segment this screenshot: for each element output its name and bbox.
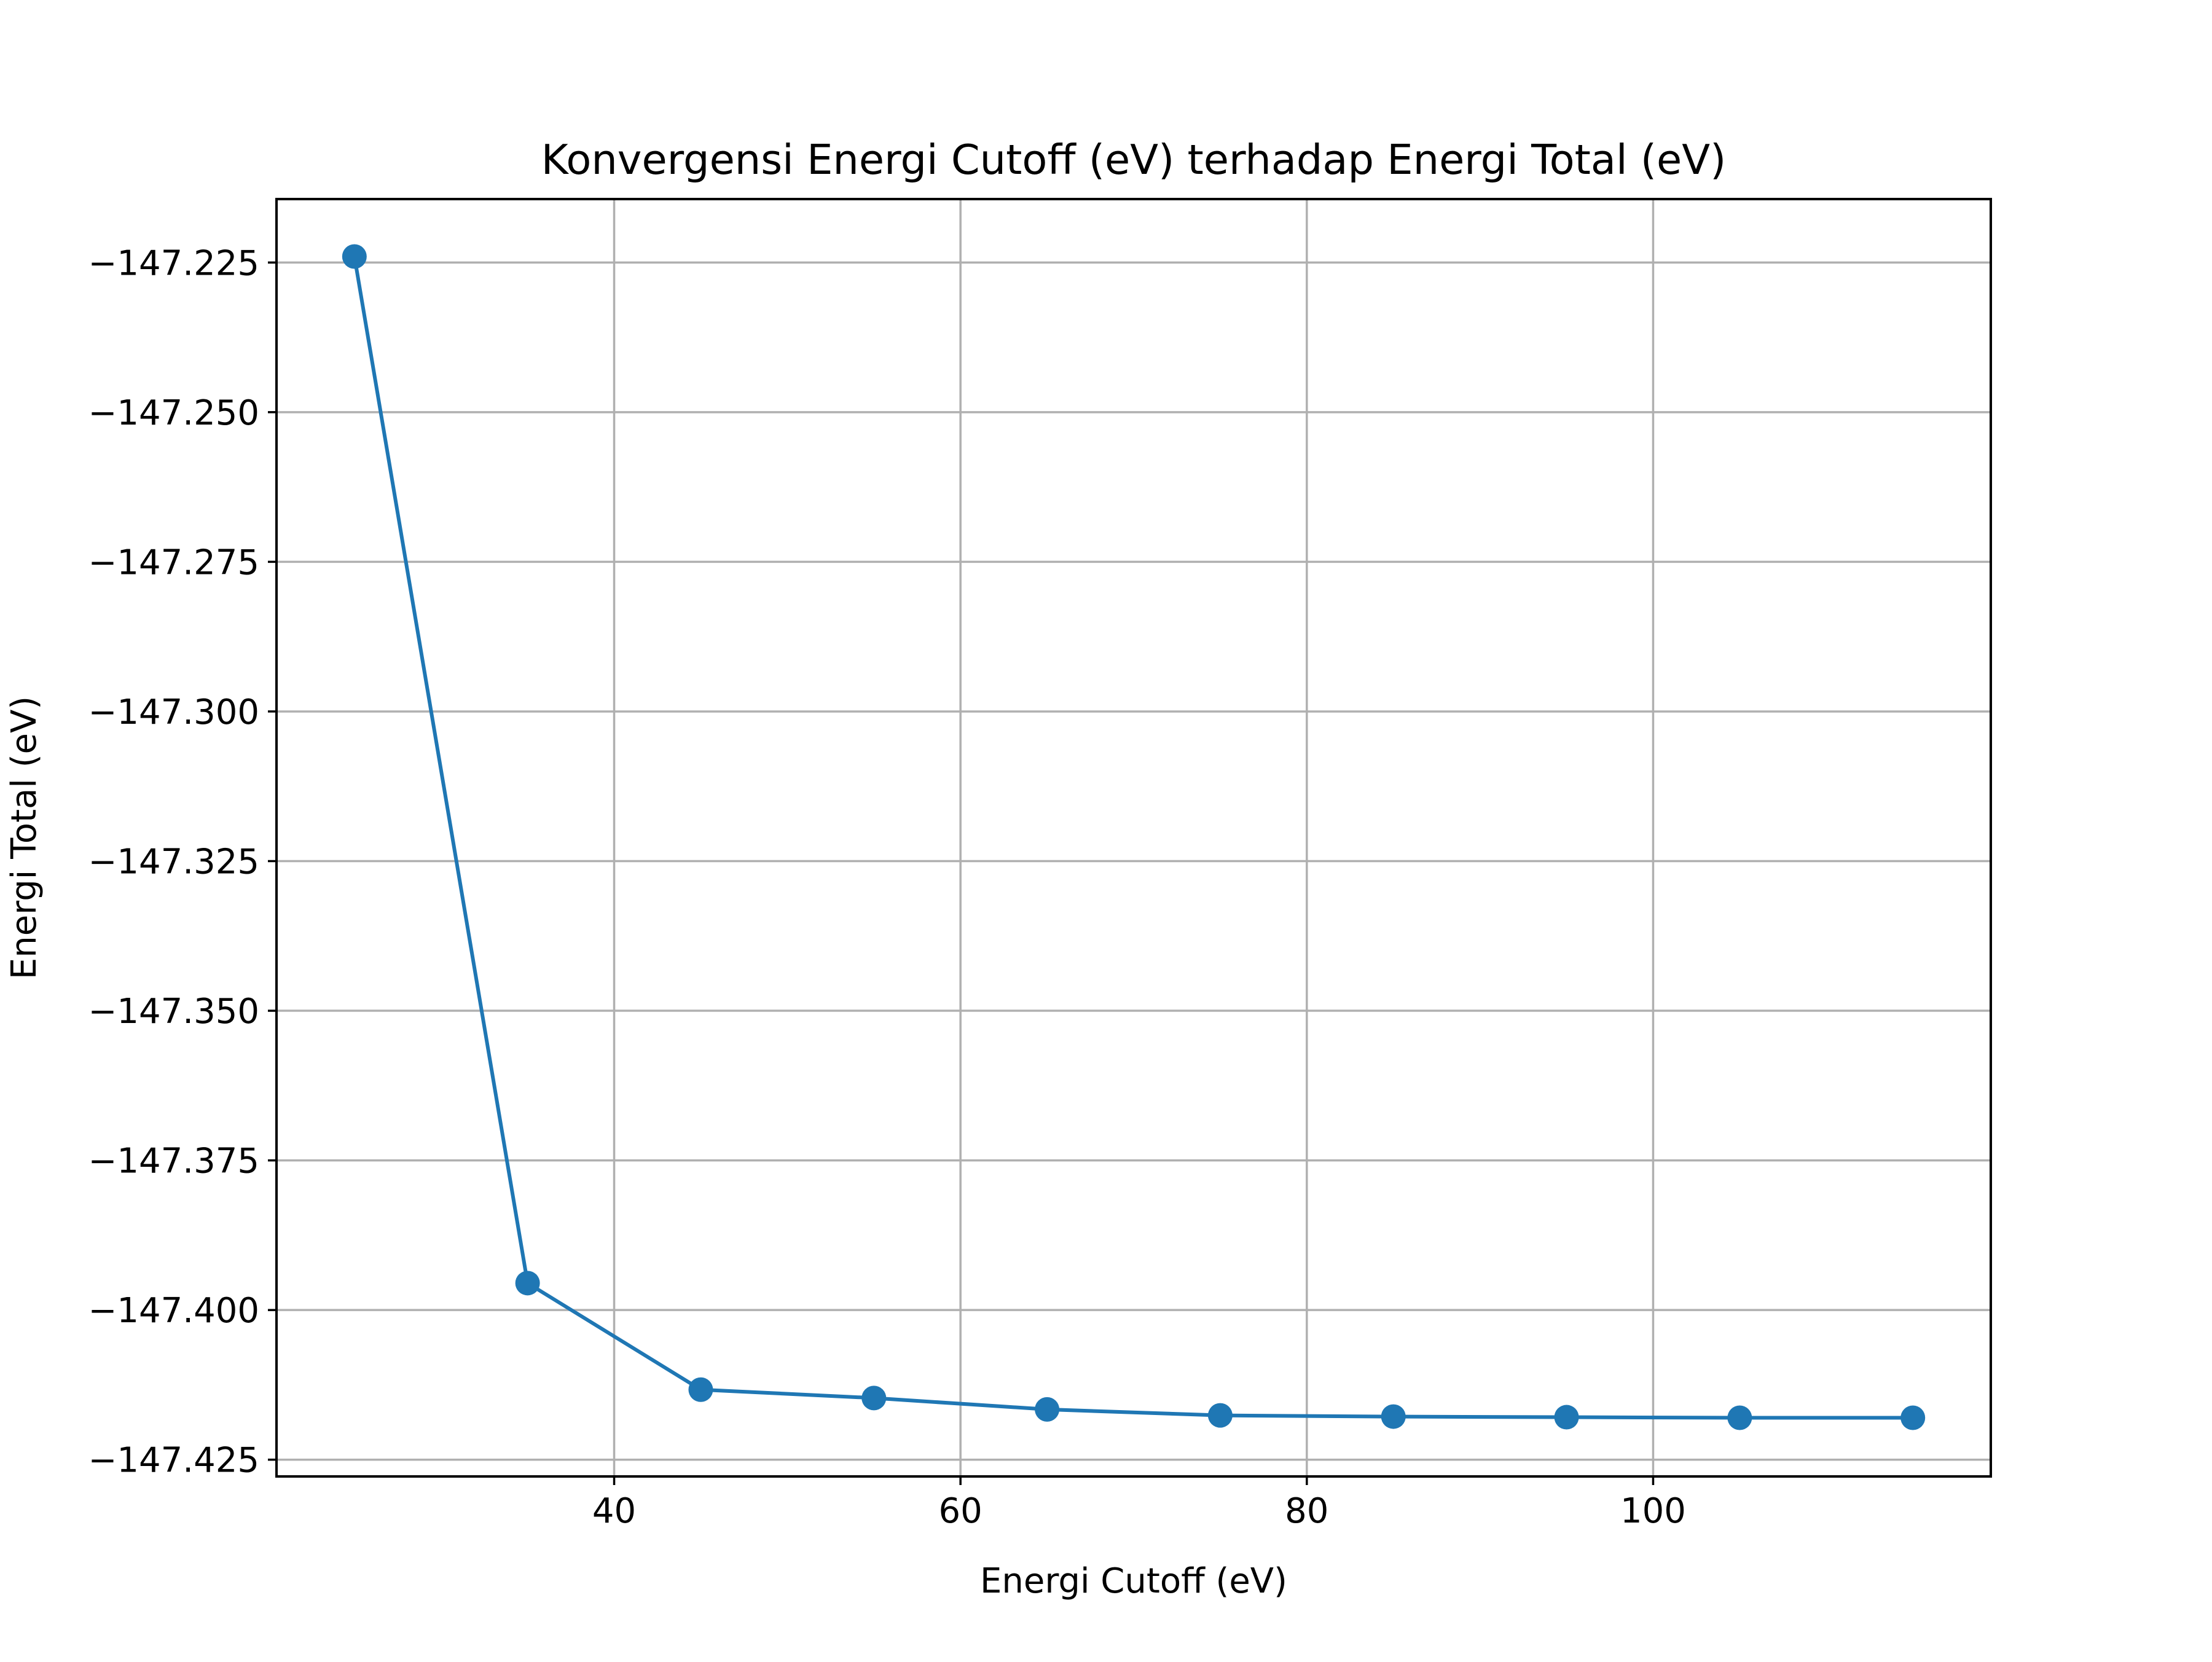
y-tick-label: −147.400 xyxy=(88,1291,260,1331)
y-axis-label: Energi Total (eV) xyxy=(4,696,44,979)
x-axis-ticks: 40 60 80 100 xyxy=(592,1476,1686,1531)
x-tick-label: 60 xyxy=(939,1491,982,1531)
y-tick-label: −147.250 xyxy=(88,393,260,433)
y-tick-label: −147.350 xyxy=(88,992,260,1032)
y-tick-label: −147.275 xyxy=(88,543,260,582)
data-point xyxy=(1554,1405,1579,1430)
x-tick-label: 40 xyxy=(592,1491,636,1531)
data-point xyxy=(342,244,367,269)
series-line xyxy=(352,256,1913,1420)
grid-lines xyxy=(276,199,1991,1476)
data-point xyxy=(1381,1404,1406,1429)
data-point xyxy=(1727,1405,1752,1430)
x-tick-label: 100 xyxy=(1620,1491,1686,1531)
data-point xyxy=(515,1271,540,1296)
data-series xyxy=(342,244,1926,1430)
y-tick-label: −147.300 xyxy=(88,692,260,732)
data-point xyxy=(1207,1403,1233,1428)
chart-title: Konvergensi Energi Cutoff (eV) terhadap … xyxy=(541,136,1726,184)
data-point xyxy=(1900,1405,1926,1430)
y-tick-label: −147.375 xyxy=(88,1142,260,1182)
data-point xyxy=(688,1377,713,1402)
x-tick-label: 80 xyxy=(1285,1491,1328,1531)
data-point xyxy=(861,1386,887,1411)
plot-area-frame xyxy=(275,198,1992,1478)
y-tick-label: −147.225 xyxy=(88,243,260,283)
data-point xyxy=(1035,1397,1060,1422)
y-axis-ticks: −147.225 −147.250 −147.275 −147.300 −147.325… xyxy=(88,243,276,1481)
y-tick-label: −147.325 xyxy=(88,842,260,882)
y-tick-label: −147.425 xyxy=(88,1441,260,1481)
x-axis-label: Energi Cutoff (eV) xyxy=(980,1561,1287,1601)
